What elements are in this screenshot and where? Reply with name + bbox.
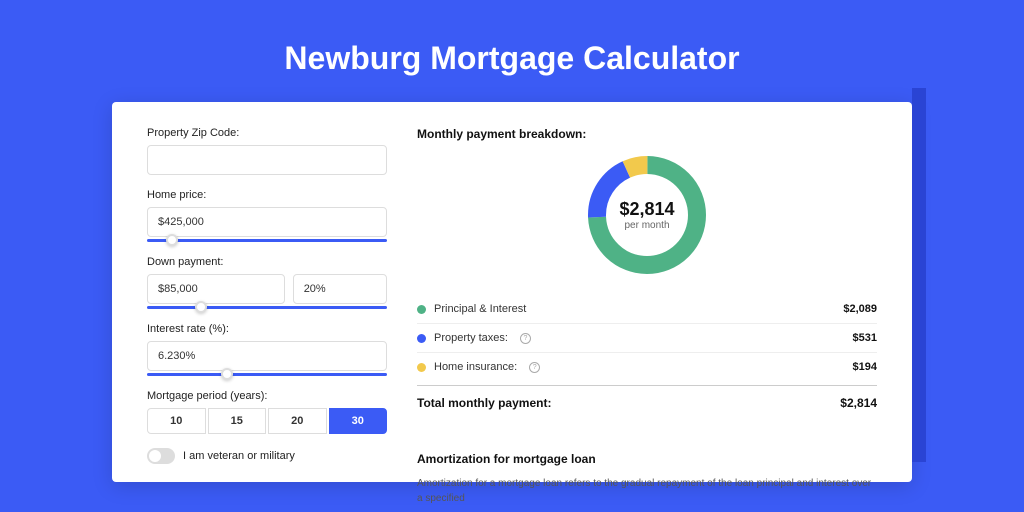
veteran-label: I am veteran or military — [183, 450, 295, 462]
breakdown-panel: Monthly payment breakdown: $2,814 per mo… — [417, 127, 877, 457]
veteran-toggle[interactable] — [147, 448, 175, 464]
legend-dot — [417, 305, 426, 314]
down-payment-slider[interactable] — [147, 306, 387, 309]
calculator-card: Property Zip Code: Home price: Down paym… — [112, 102, 912, 482]
down-payment-label: Down payment: — [147, 256, 387, 268]
info-icon[interactable]: ? — [529, 362, 540, 373]
page-title: Newburg Mortgage Calculator — [0, 40, 1024, 77]
period-label: Mortgage period (years): — [147, 390, 387, 402]
breakdown-title: Monthly payment breakdown: — [417, 127, 877, 141]
home-price-field: Home price: — [147, 189, 387, 242]
legend-row-2: Home insurance:? $194 — [417, 353, 877, 381]
interest-input[interactable] — [147, 341, 387, 371]
period-field: Mortgage period (years): 10152030 — [147, 390, 387, 434]
zip-input[interactable] — [147, 145, 387, 175]
home-price-label: Home price: — [147, 189, 387, 201]
legend-dot — [417, 334, 426, 343]
legend-label: Principal & Interest — [434, 303, 526, 315]
total-row: Total monthly payment: $2,814 — [417, 385, 877, 420]
legend-value: $531 — [853, 332, 877, 344]
interest-label: Interest rate (%): — [147, 323, 387, 335]
donut-value: $2,814 — [619, 199, 674, 220]
zip-label: Property Zip Code: — [147, 127, 387, 139]
legend-value: $2,089 — [843, 303, 877, 315]
period-button-30[interactable]: 30 — [329, 408, 388, 434]
interest-field: Interest rate (%): — [147, 323, 387, 376]
amortization-text: Amortization for a mortgage loan refers … — [417, 476, 877, 506]
period-button-10[interactable]: 10 — [147, 408, 206, 434]
donut-chart-wrap: $2,814 per month — [417, 155, 877, 275]
total-label: Total monthly payment: — [417, 396, 551, 410]
home-price-slider[interactable] — [147, 239, 387, 242]
interest-slider[interactable] — [147, 373, 387, 376]
period-button-15[interactable]: 15 — [208, 408, 267, 434]
period-button-20[interactable]: 20 — [268, 408, 327, 434]
donut-center: $2,814 per month — [587, 155, 707, 275]
legend-dot — [417, 363, 426, 372]
legend-label: Property taxes: — [434, 332, 508, 344]
legend-row-0: Principal & Interest $2,089 — [417, 295, 877, 324]
veteran-row: I am veteran or military — [147, 448, 387, 464]
legend-label: Home insurance: — [434, 361, 517, 373]
amortization-section: Amortization for mortgage loan Amortizat… — [417, 438, 877, 506]
down-payment-input[interactable] — [147, 274, 285, 304]
home-price-input[interactable] — [147, 207, 387, 237]
legend-row-1: Property taxes:? $531 — [417, 324, 877, 353]
down-payment-field: Down payment: — [147, 256, 387, 309]
amortization-title: Amortization for mortgage loan — [417, 452, 877, 466]
legend-value: $194 — [853, 361, 877, 373]
down-payment-pct-input[interactable] — [293, 274, 387, 304]
total-value: $2,814 — [840, 396, 877, 410]
page-header: Newburg Mortgage Calculator — [0, 0, 1024, 102]
donut-sub: per month — [624, 220, 669, 231]
zip-field: Property Zip Code: — [147, 127, 387, 175]
inputs-panel: Property Zip Code: Home price: Down paym… — [147, 127, 387, 457]
info-icon[interactable]: ? — [520, 333, 531, 344]
donut-chart: $2,814 per month — [587, 155, 707, 275]
